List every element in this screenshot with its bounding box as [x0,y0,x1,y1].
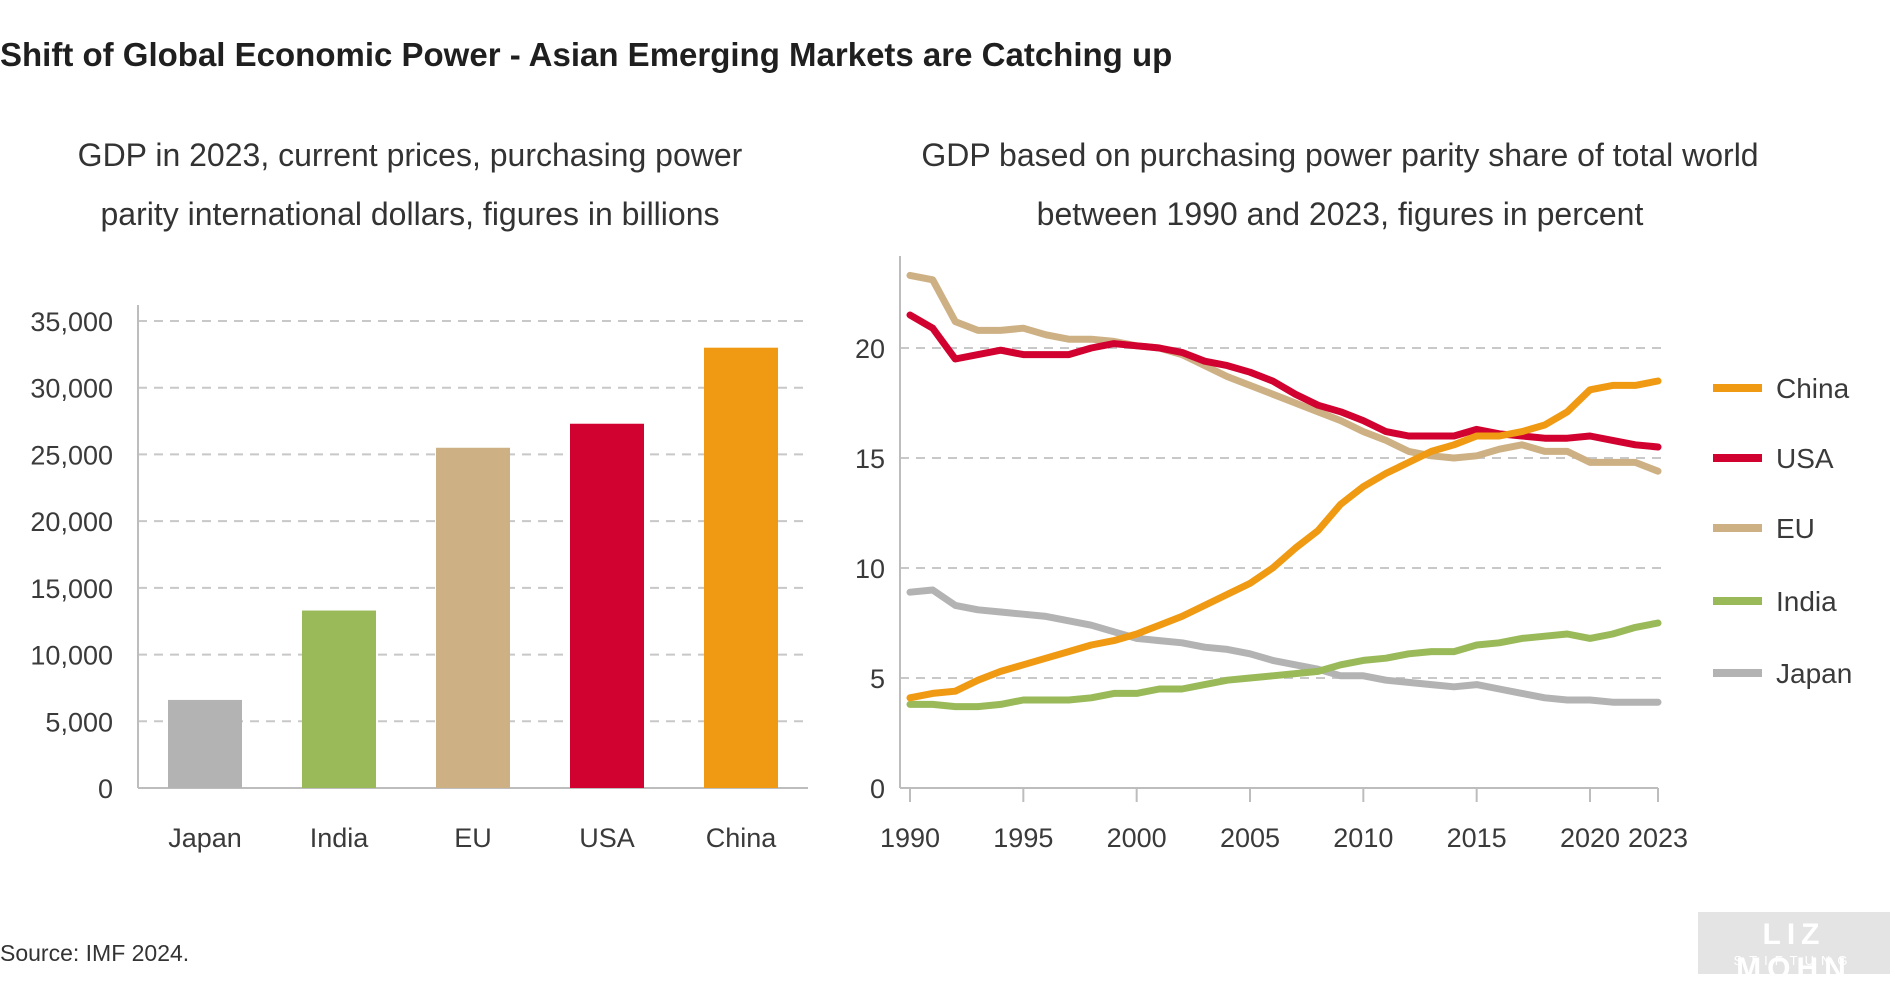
line-y-tick-label: 15 [855,444,885,474]
bar-x-tick-label: Japan [168,823,242,853]
legend-label-eu: EU [1776,513,1815,544]
bar-x-tick-label: USA [579,823,635,853]
logo-text-bottom: STIFTUNG [1733,953,1855,968]
line-x-tick-label: 1995 [993,823,1053,853]
line-chart-title-line-2: between 1990 and 2023, figures in percen… [1036,196,1644,232]
line-y-tick-label: 5 [870,664,885,694]
source-note: Source: IMF 2024. [0,940,190,966]
series-line-usa [906,311,1662,451]
bar-chart-title: GDP in 2023, current prices, purchasing … [40,126,780,244]
bar-y-tick-label: 35,000 [30,307,113,337]
line-x-tick-label: 2023 [1628,823,1688,853]
line-y-tick-label: 10 [855,554,885,584]
line-x-tick-label: 2005 [1220,823,1280,853]
series-line-eu [906,271,1662,475]
bar-chart-title-line-2: parity international dollars, figures in… [100,196,720,232]
line-chart-title: GDP based on purchasing power parity sha… [890,126,1790,244]
bar-y-tick-label: 10,000 [30,641,113,671]
bar-y-tick-label: 30,000 [30,374,113,404]
legend-label-china: China [1776,373,1850,404]
bar-chart: 0 5,000 10,000 15,000 20,000 25,000 30,000 35,0… [30,305,808,853]
bar-china [704,347,778,788]
series-line-india [906,619,1662,711]
bar-japan [168,699,242,788]
bar-india [302,610,376,788]
bar-y-tick-label: 0 [98,774,113,804]
bar-x-tick-label: EU [454,823,492,853]
line-x-tick-label: 2015 [1447,823,1507,853]
bar-y-tick-label: 25,000 [30,440,113,470]
bar-x-tick-label: China [706,823,778,853]
line-chart: 0 5 10 15 20 1990 1995 2000 2005 2010 2015 2020 2023… [855,256,1852,853]
series-line-japan [906,586,1662,706]
series-line-china [906,377,1662,702]
legend-label-japan: Japan [1776,658,1852,689]
line-x-tick-label: 2020 [1560,823,1620,853]
liz-mohn-stiftung-logo: LIZ MOHN STIFTUNG [1698,912,1890,985]
bar-y-tick-label: 5,000 [45,707,113,737]
line-chart-title-line-1: GDP based on purchasing power parity sha… [921,137,1759,173]
logo-text-top: LIZ MOHN [1736,918,1852,985]
bar-x-tick-label: India [310,823,370,853]
line-y-tick-label: 20 [855,334,885,364]
line-x-tick-label: 2000 [1107,823,1167,853]
bar-usa [570,423,644,788]
bar-y-tick-label: 20,000 [30,507,113,537]
line-y-tick-label: 0 [870,774,885,804]
page-title: Shift of Global Economic Power - Asian E… [0,36,1173,73]
line-x-tick-label: 2010 [1333,823,1393,853]
legend-label-usa: USA [1776,443,1834,474]
line-x-tick-label: 1990 [880,823,940,853]
bar-y-tick-label: 15,000 [30,574,113,604]
bar-eu [436,447,510,788]
legend-label-india: India [1776,586,1837,617]
bar-chart-title-line-1: GDP in 2023, current prices, purchasing … [77,137,743,173]
